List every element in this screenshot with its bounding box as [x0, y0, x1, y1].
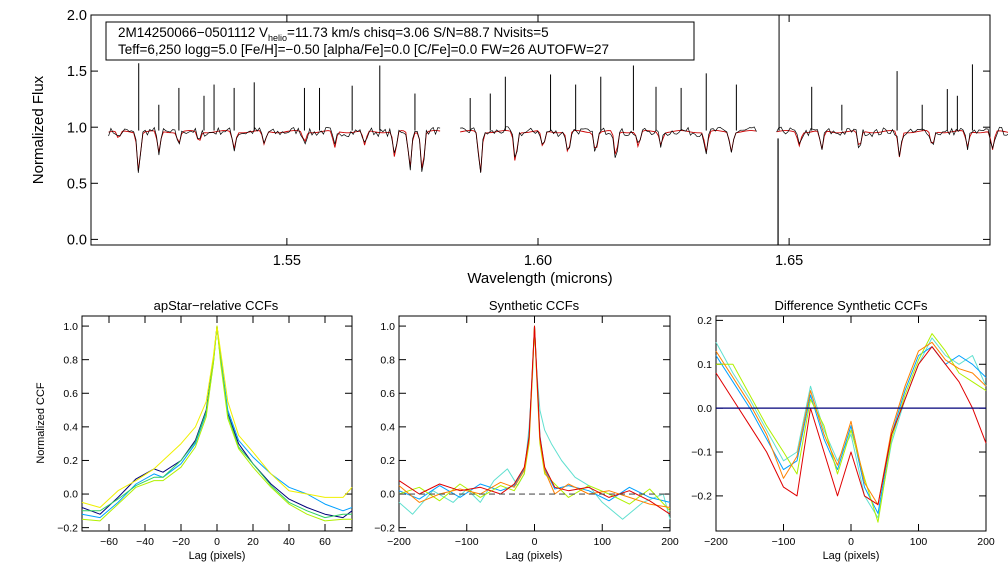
synthetic-ccf-series-line — [398, 325, 671, 503]
synthetic-ccf-x-axis-label: Lag (pixels) — [506, 550, 563, 562]
apstar-ccf-xtick-label: −60 — [100, 536, 118, 548]
apstar-ccf-y-axis-label: Normalized CCF — [35, 382, 47, 464]
difference-ccf-ytick-label: 0.0 — [697, 403, 712, 415]
apstar-ccf-series-line — [81, 325, 353, 519]
apstar-ccf-xtick-label: 60 — [319, 536, 331, 548]
synthetic-ccf-ytick-label: 0.8 — [380, 354, 395, 366]
apstar-ccf-title: apStar−relative CCFs — [154, 298, 279, 313]
spectrum-ytick-label: 0.0 — [67, 232, 87, 248]
synthetic-ccf-ytick-label: 0.0 — [380, 489, 395, 501]
synthetic-ccf-series-line — [398, 325, 671, 508]
spectrum-ytick-label: 2.0 — [67, 8, 87, 24]
model-spectrum-segment — [108, 130, 441, 171]
difference-ccf-series-line — [715, 337, 987, 519]
apstar-ccf-panel: apStar−relative CCFs −60 −40 −20 0 20 40 60 −0.… — [35, 298, 353, 562]
difference-ccf-xtick-label: 0 — [848, 536, 854, 548]
apstar-ccf-ytick-label: −0.2 — [57, 522, 78, 534]
spectrum-xtick-label: 1.60 — [524, 253, 552, 269]
spectrum-annotation-box — [105, 21, 695, 61]
model-spectrum-segment — [460, 130, 757, 173]
spectrum-axes-frame — [90, 14, 991, 246]
spectrum-y-axis-label: Normalized Flux — [30, 75, 47, 184]
apstar-ccf-ytick-label: 0.0 — [63, 489, 78, 501]
synthetic-ccf-xtick-label: 0 — [532, 536, 538, 548]
synthetic-ccf-xtick-label: −200 — [387, 536, 411, 548]
synthetic-ccf-axes-frame — [398, 315, 671, 532]
difference-ccf-xtick-label: 100 — [910, 536, 928, 548]
synthetic-ccf-xtick-label: 200 — [661, 536, 679, 548]
apstar-ccf-axes-frame — [81, 315, 353, 532]
observed-spectrum-segment — [108, 126, 441, 173]
synthetic-ccf-xtick-label: 100 — [593, 536, 611, 548]
difference-ccf-ytick-label: −0.1 — [691, 447, 712, 459]
synthetic-ccf-series-line — [398, 325, 671, 512]
synthetic-ccf-title: Synthetic CCFs — [489, 298, 580, 313]
difference-ccf-x-axis-label: Lag (pixels) — [823, 550, 880, 562]
apstar-ccf-xtick-label: −20 — [172, 536, 190, 548]
synthetic-ccf-xtick-label: −100 — [455, 536, 479, 548]
synthetic-ccf-ytick-label: 0.4 — [380, 422, 395, 434]
apstar-ccf-x-axis-label: Lag (pixels) — [189, 550, 246, 562]
apstar-ccf-series-line — [81, 325, 353, 519]
difference-ccf-ytick-label: −0.2 — [691, 491, 712, 503]
difference-ccf-xtick-label: −200 — [704, 536, 728, 548]
difference-ccf-ytick-label: 0.2 — [697, 315, 712, 327]
synthetic-ccf-ytick-label: −0.2 — [374, 522, 395, 534]
spectrum-x-axis-label: Wavelength (microns) — [467, 270, 612, 287]
difference-ccf-title: Difference Synthetic CCFs — [775, 298, 928, 313]
observed-spectrum-segment — [460, 126, 757, 173]
apstar-ccf-xtick-label: −40 — [136, 536, 154, 548]
observed-spectrum-segment — [776, 126, 1008, 157]
apstar-ccf-ytick-label: 1.0 — [63, 321, 78, 333]
difference-ccf-series-line — [715, 341, 987, 506]
apstar-ccf-ytick-label: 0.6 — [63, 388, 78, 400]
difference-ccf-series-line — [715, 346, 987, 506]
synthetic-ccf-panel: Synthetic CCFs −200 −100 0 100 200 −0.2 0.0 0.2… — [374, 298, 679, 562]
annotation-line-1: 2M14250066−0501112 Vhelio=11.73 km/s chi… — [118, 25, 549, 43]
synthetic-ccf-ytick-label: 0.6 — [380, 388, 395, 400]
difference-ccf-ytick-label: 0.1 — [697, 359, 712, 371]
synthetic-ccf-ytick-label: 1.0 — [380, 321, 395, 333]
apstar-ccf-ytick-label: 0.8 — [63, 354, 78, 366]
difference-ccf-panel: Difference Synthetic CCFs −200 −100 0 100 20… — [691, 298, 995, 562]
apstar-ccf-ytick-label: 0.4 — [63, 422, 78, 434]
apstar-ccf-series-line — [81, 325, 353, 508]
spectrum-ytick-label: 1.0 — [67, 120, 87, 136]
spectrum-xtick-label: 1.65 — [775, 253, 803, 269]
model-spectrum-segment — [776, 130, 1008, 158]
difference-ccf-xtick-label: 200 — [977, 536, 995, 548]
apstar-ccf-xtick-label: 20 — [247, 536, 259, 548]
difference-ccf-xtick-label: −100 — [772, 536, 796, 548]
apstar-ccf-xtick-label: 0 — [214, 536, 220, 548]
spectrum-ytick-label: 0.5 — [67, 176, 87, 192]
spectrum-ytick-label: 1.5 — [67, 64, 87, 80]
apstar-ccf-xtick-label: 40 — [283, 536, 295, 548]
synthetic-ccf-ytick-label: 0.2 — [380, 455, 395, 467]
apstar-ccf-series-line — [82, 325, 352, 519]
apstar-ccf-series-line — [81, 325, 352, 522]
spectrum-xtick-label: 1.55 — [273, 253, 301, 269]
spectrum-panel: 1.55 1.60 1.65 0.0 0.5 1.0 1.5 2.0 2M14250066−0… — [30, 8, 1008, 287]
annotation-line-2: Teff=6,250 logg=5.0 [Fe/H]=−0.50 [alpha/… — [118, 42, 609, 57]
apstar-ccf-ytick-label: 0.2 — [63, 455, 78, 467]
